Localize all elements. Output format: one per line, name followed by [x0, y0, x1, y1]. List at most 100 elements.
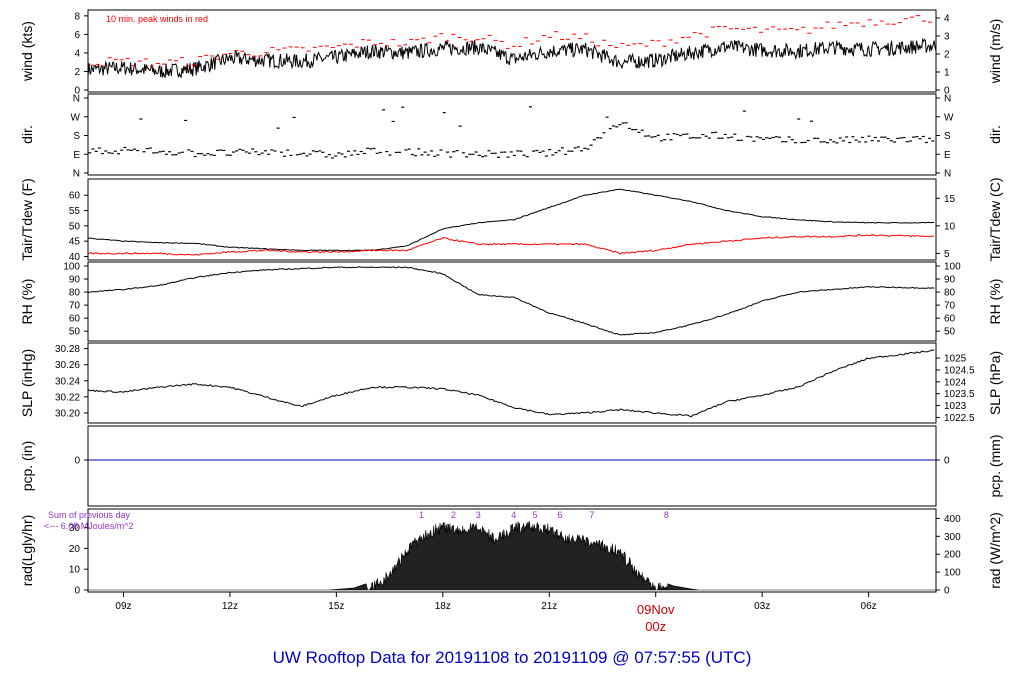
- rh-right-tick-label: 60: [944, 314, 956, 325]
- dir-right-tick-label: W: [944, 112, 954, 123]
- rad-marker-label: 5: [533, 510, 538, 520]
- rad-left-tick-label: 10: [69, 565, 81, 576]
- pcp-panel-frame: [87, 425, 937, 507]
- slp-right-tick-label: 1024.5: [944, 365, 975, 376]
- slp-left-axis-label: SLP (inHg): [19, 349, 35, 417]
- rad-sum-label: Sum of previous day: [48, 510, 131, 520]
- rad-right-tick-label: 100: [944, 568, 961, 579]
- rh-right-tick-label: 100: [944, 262, 961, 273]
- wind-right-tick-label: 4: [944, 13, 950, 24]
- temp-left-tick-label: 60: [69, 191, 81, 202]
- day-hour-label: 00z: [645, 619, 666, 634]
- time-tick-label: 21z: [541, 601, 557, 612]
- wind-annotation: 10 min. peak winds in red: [106, 14, 208, 24]
- rh-line: [87, 266, 935, 336]
- rad-panel-frame: [87, 508, 937, 593]
- tdew-line: [87, 234, 935, 256]
- time-tick-label: 15z: [328, 601, 344, 612]
- temp-left-tick-label: 55: [69, 206, 81, 217]
- slp-line: [87, 349, 935, 418]
- rh-right-axis-label: RH (%): [987, 279, 1003, 325]
- temp-left-tick-label: 45: [69, 237, 81, 248]
- dir-left-tick-label: N: [73, 94, 80, 105]
- time-tick-label: 03z: [754, 601, 770, 612]
- temp-left-tick-label: 40: [69, 252, 81, 263]
- dir-right-axis-label: dir.: [987, 125, 1003, 144]
- slp-right-tick-label: 1025: [944, 354, 967, 365]
- wind-left-tick-label: 0: [74, 86, 80, 97]
- pcp-right-tick-label: 0: [944, 456, 950, 467]
- pcp-left-tick-label: 0: [74, 456, 80, 467]
- rh-right-tick-label: 80: [944, 288, 956, 299]
- slp-right-tick-label: 1023.5: [944, 389, 975, 400]
- rad-right-tick-label: 300: [944, 532, 961, 543]
- slp-left-tick-label: 30.22: [55, 392, 80, 403]
- rh-left-tick-label: 100: [63, 262, 80, 273]
- rh-left-tick-label: 80: [69, 288, 81, 299]
- wind-speed-line: [87, 37, 937, 79]
- time-tick-label: 09z: [115, 601, 131, 612]
- temp-right-tick-label: 5: [944, 249, 950, 260]
- rad-marker-label: 3: [476, 510, 481, 520]
- slp-left-tick-label: 30.20: [55, 408, 80, 419]
- dir-left-tick-label: E: [73, 150, 80, 161]
- rh-panel-frame: [87, 261, 937, 342]
- rad-sum-value: <--- 6.08 MJoules/m^2: [44, 521, 134, 531]
- day-label: 09Nov: [637, 602, 675, 617]
- rad-marker-label: 8: [664, 510, 669, 520]
- dir-left-tick-label: N: [73, 169, 80, 180]
- rad-marker-label: 6: [557, 510, 562, 520]
- rh-left-axis-label: RH (%): [19, 279, 35, 325]
- rh-right-tick-label: 70: [944, 301, 956, 312]
- dir-left-axis-label: dir.: [19, 125, 35, 144]
- temp-right-tick-label: 10: [944, 221, 956, 232]
- wind-left-tick-label: 2: [74, 67, 80, 78]
- rad-left-tick-label: 20: [69, 544, 81, 555]
- dir-left-tick-label: W: [71, 112, 81, 123]
- time-tick-label: 18z: [435, 601, 451, 612]
- slp-right-tick-label: 1022.5: [944, 413, 975, 424]
- rad-marker-label: 2: [451, 510, 456, 520]
- dir-panel-frame: [87, 93, 937, 176]
- wind-left-tick-label: 4: [74, 48, 80, 59]
- wind-left-axis-label: wind (kts): [19, 21, 35, 82]
- wind-right-axis-label: wind (m/s): [987, 19, 1003, 85]
- rad-marker-label: 4: [511, 510, 516, 520]
- rad-marker-label: 7: [589, 510, 594, 520]
- wind-right-tick-label: 0: [944, 86, 950, 97]
- wind-left-tick-label: 8: [74, 11, 80, 22]
- wind-right-tick-label: 3: [944, 31, 950, 42]
- dir-right-tick-label: E: [944, 150, 951, 161]
- page-title: UW Rooftop Data for 20191108 to 20191109…: [272, 648, 752, 667]
- rh-left-tick-label: 50: [69, 327, 81, 338]
- slp-left-tick-label: 30.28: [55, 344, 80, 355]
- slp-left-tick-label: 30.24: [55, 376, 80, 387]
- wind-right-tick-label: 2: [944, 49, 950, 60]
- time-tick-label: 06z: [861, 601, 877, 612]
- temp-left-tick-label: 50: [69, 221, 81, 232]
- wind-left-tick-label: 6: [74, 30, 80, 41]
- slp-panel-frame: [87, 342, 937, 424]
- wind-right-tick-label: 1: [944, 67, 950, 78]
- rooftop-chart: wind (kts) wind (m/s) dir. dir. Tair/Tdew (F…: [19, 9, 1003, 634]
- rad-right-axis-label: rad (W/m^2): [987, 512, 1003, 589]
- pcp-left-axis-label: pcp. (in): [19, 441, 35, 492]
- rad-left-tick-label: 30: [69, 523, 81, 534]
- rad-area: [88, 521, 936, 592]
- slp-right-tick-label: 1023: [944, 401, 967, 412]
- rad-marker-label: 1: [419, 510, 424, 520]
- rh-right-tick-label: 50: [944, 327, 956, 338]
- pcp-right-axis-label: pcp. (mm): [987, 435, 1003, 498]
- dir-right-tick-label: N: [944, 169, 951, 180]
- slp-right-tick-label: 1024: [944, 377, 967, 388]
- dir-right-tick-label: S: [944, 131, 951, 142]
- dir-right-tick-label: N: [944, 94, 951, 105]
- rh-left-tick-label: 90: [69, 275, 81, 286]
- dir-left-tick-label: S: [73, 131, 80, 142]
- rh-left-tick-label: 60: [69, 314, 81, 325]
- slp-right-axis-label: SLP (hPa): [987, 351, 1003, 415]
- rad-right-tick-label: 0: [944, 586, 950, 597]
- temp-right-axis-label: Tair/Tdew (C): [987, 177, 1003, 261]
- slp-left-tick-label: 30.26: [55, 360, 80, 371]
- rh-left-tick-label: 70: [69, 301, 81, 312]
